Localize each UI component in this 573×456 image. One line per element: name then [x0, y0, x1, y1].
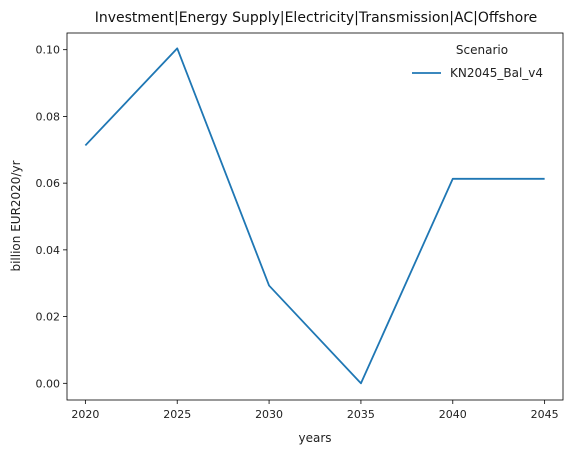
y-tick-label: 0.02 [36, 311, 61, 324]
x-tick-label: 2040 [439, 408, 467, 421]
x-tick-label: 2035 [347, 408, 375, 421]
legend-label-kn2045-bal-v4: KN2045_Bal_v4 [450, 66, 543, 80]
y-tick-label: 0.00 [36, 377, 61, 390]
y-axis-label: billion EUR2020/yr [9, 160, 23, 271]
x-tick-label: 2045 [531, 408, 559, 421]
plot-area [66, 32, 564, 401]
y-tick-label: 0.08 [36, 110, 61, 123]
y-tick-label: 0.10 [36, 44, 61, 57]
y-tick-label: 0.04 [36, 244, 61, 257]
y-tick-label: 0.06 [36, 177, 61, 190]
chart-title: Investment|Energy Supply|Electricity|Tra… [95, 10, 538, 26]
x-tick-label: 2030 [255, 408, 283, 421]
x-axis: 2020 2025 2030 2035 2040 2045 [71, 400, 559, 421]
legend-title: Scenario [456, 43, 508, 57]
x-tick-label: 2020 [71, 408, 99, 421]
legend: Scenario KN2045_Bal_v4 [412, 43, 543, 80]
y-axis: 0.00 0.02 0.04 0.06 0.08 0.10 [36, 44, 67, 390]
x-tick-label: 2025 [163, 408, 191, 421]
series-group [84, 47, 545, 385]
series-line-kn2045-bal-v4 [84, 47, 545, 385]
x-axis-label: years [298, 431, 331, 445]
